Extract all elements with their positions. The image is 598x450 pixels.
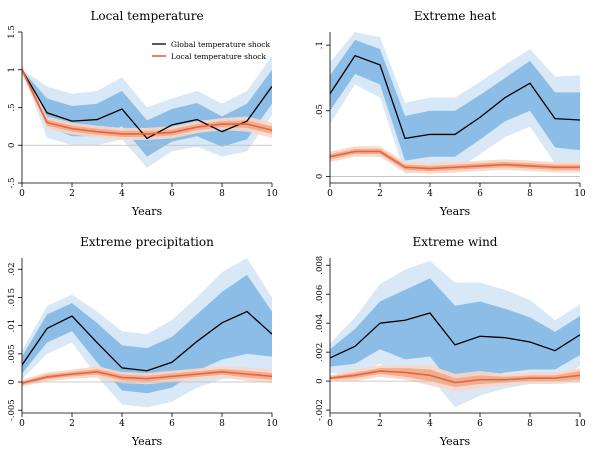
y-tick-label: 1.5 <box>7 25 17 39</box>
global-shock-line <box>330 312 580 359</box>
legend-label-global: Global temperature shock <box>171 40 270 49</box>
y-tick-label: .05 <box>315 104 325 118</box>
x-tick-label: 0 <box>327 189 333 199</box>
x-tick-label: 4 <box>427 189 433 199</box>
x-tick-label: 4 <box>119 419 125 429</box>
x-tick-label: 8 <box>527 189 533 199</box>
x-tick-label: 10 <box>574 419 586 429</box>
x-tick-label: 0 <box>19 189 25 199</box>
local-shock-line <box>330 370 580 384</box>
panel-title: Local temperature <box>90 9 203 23</box>
x-tick-label: 2 <box>69 189 75 199</box>
panel-title: Extreme wind <box>412 235 497 249</box>
x-tick-label: 10 <box>574 189 586 199</box>
x-tick-label: 6 <box>169 419 175 429</box>
y-tick-label: .004 <box>315 314 325 333</box>
y-tick-label: .006 <box>315 285 325 304</box>
x-tick-label: 4 <box>427 419 433 429</box>
x-tick-label: 8 <box>219 419 225 429</box>
local-shock-line <box>22 371 272 384</box>
x-tick-label: 0 <box>327 419 333 429</box>
y-tick-label: -.5 <box>7 178 17 189</box>
local-ci-inner-band <box>330 368 580 387</box>
y-tick-label: 0 <box>7 379 17 384</box>
x-tick-label: 8 <box>219 189 225 199</box>
global-shock-line <box>22 69 272 140</box>
x-axis-label: Years <box>439 205 471 218</box>
y-tick-label: 0 <box>315 378 325 383</box>
y-tick-label: .002 <box>315 343 325 362</box>
legend-label-local: Local temperature shock <box>171 52 266 61</box>
global-shock-line <box>330 54 580 140</box>
x-axis-label: Years <box>131 205 163 218</box>
y-tick-label: -.002 <box>315 399 325 421</box>
y-tick-label: .02 <box>7 263 17 277</box>
y-tick-label: .5 <box>7 103 17 111</box>
plot-area <box>330 32 580 177</box>
global-ci-outer-band <box>330 32 580 174</box>
x-axis-label: Years <box>131 435 163 448</box>
panel-2: Extreme heat 0 2 4 6 8 10 0 .05 .1 Years <box>315 9 586 218</box>
x-tick-label: 6 <box>477 189 483 199</box>
plot-area <box>330 260 580 408</box>
plot-area <box>22 56 272 168</box>
x-tick-label: 2 <box>377 189 383 199</box>
y-tick-label: .01 <box>7 319 17 333</box>
y-tick-label: 0 <box>315 174 325 179</box>
local-shock-line <box>330 150 580 170</box>
local-ci-outer-band <box>22 65 272 140</box>
y-tick-label: -.005 <box>7 399 17 421</box>
x-tick-label: 8 <box>527 419 533 429</box>
x-tick-label: 6 <box>169 189 175 199</box>
local-shock-line <box>22 69 272 135</box>
panel-title: Extreme precipitation <box>80 235 214 249</box>
y-tick-label: .008 <box>315 256 325 275</box>
x-tick-label: 10 <box>266 419 278 429</box>
global-ci-inner-band <box>22 274 272 394</box>
global-ci-inner-band <box>330 278 580 389</box>
legend: Global temperature shock Local temperatur… <box>152 40 270 61</box>
x-tick-label: 2 <box>69 419 75 429</box>
x-tick-label: 4 <box>119 189 125 199</box>
y-tick-label: .015 <box>7 288 17 307</box>
plot-area <box>22 258 272 408</box>
x-tick-label: 10 <box>266 189 278 199</box>
y-tick-label: .1 <box>315 41 325 49</box>
y-tick-label: .005 <box>7 344 17 363</box>
global-ci-inner-band <box>330 39 580 161</box>
panel-title: Extreme heat <box>414 9 496 23</box>
x-tick-label: 2 <box>377 419 383 429</box>
x-tick-label: 6 <box>477 419 483 429</box>
global-shock-line <box>22 310 272 372</box>
y-tick-label: 1 <box>7 67 17 72</box>
x-axis-label: Years <box>439 435 471 448</box>
x-tick-label: 0 <box>19 419 25 429</box>
y-tick-label: 0 <box>7 143 17 148</box>
